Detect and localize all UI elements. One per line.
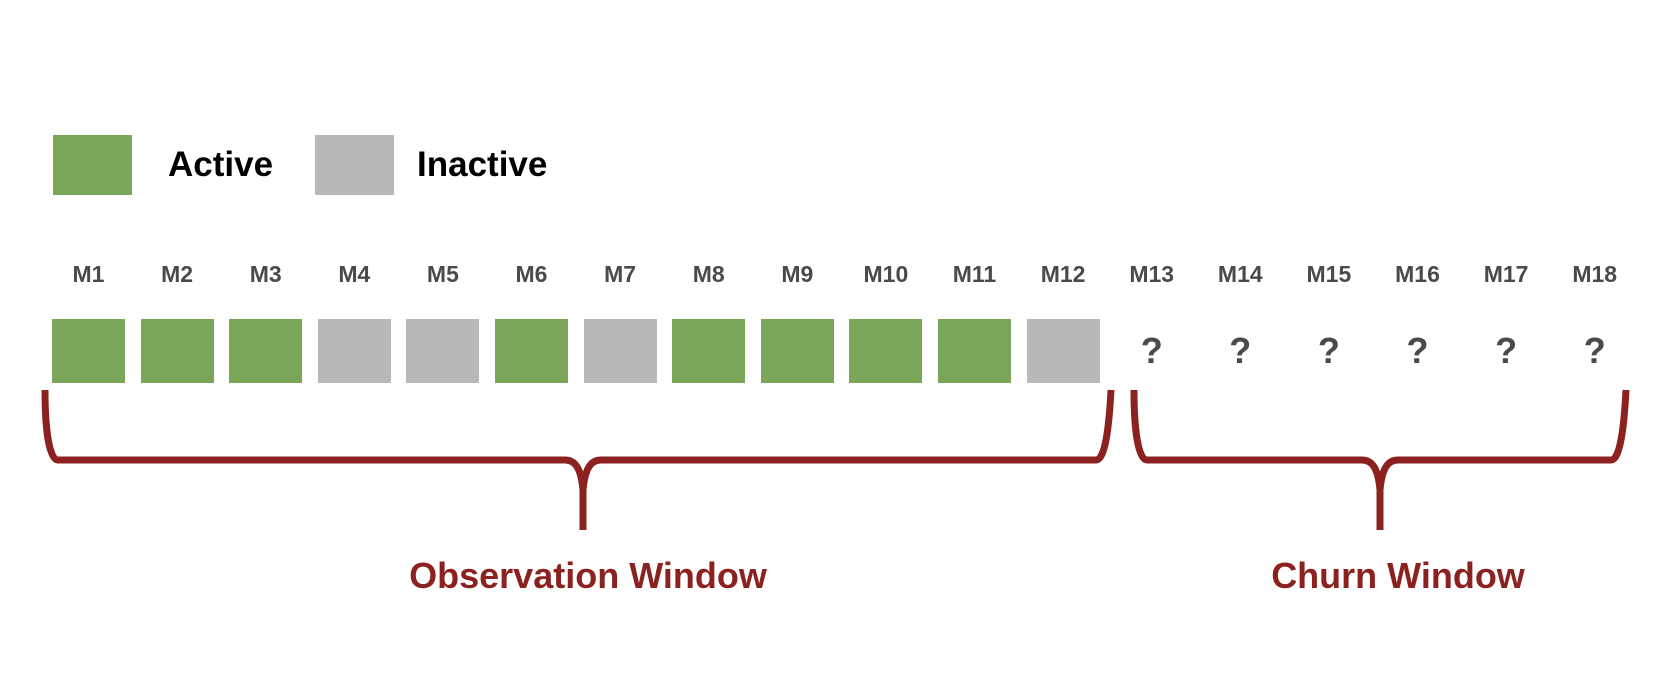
month-box-m2-active	[140, 319, 214, 383]
month-label-m7: M7	[604, 261, 637, 287]
month-box-m9-active	[760, 319, 834, 383]
month-box-m8-active	[672, 319, 746, 383]
month-box-m6-active	[495, 319, 568, 383]
month-unknown-m15: ?	[1317, 330, 1340, 371]
month-unknown-m18: ?	[1583, 330, 1606, 371]
month-label-m11: M11	[952, 261, 997, 287]
month-box-m10-active	[849, 319, 923, 383]
month-label-m10: M10	[863, 261, 909, 287]
month-box-m5-inactive	[406, 319, 480, 383]
month-label-m15: M15	[1306, 261, 1352, 287]
month-label-m3: M3	[249, 261, 282, 287]
legend-inactive-swatch	[315, 135, 394, 195]
month-box-m12-inactive	[1026, 319, 1100, 383]
month-label-m5: M5	[426, 261, 459, 287]
month-box-m11-active	[938, 319, 1011, 383]
month-label-m16: M16	[1395, 261, 1440, 287]
month-label-m4: M4	[338, 261, 371, 287]
month-label-m6: M6	[515, 261, 548, 287]
month-unknown-m17: ?	[1495, 330, 1518, 371]
observation-window-bracket	[41, 389, 1115, 530]
month-box-m4-inactive	[317, 319, 391, 383]
legend-active-swatch	[53, 135, 132, 195]
observation-window-label: Observation Window	[409, 555, 767, 596]
month-box-m1-active	[52, 319, 125, 383]
month-unknown-m14: ?	[1229, 330, 1252, 371]
month-unknown-m13: ?	[1140, 330, 1163, 371]
churn-window-label: Churn Window	[1271, 555, 1525, 596]
month-label-m17: M17	[1483, 261, 1529, 287]
month-box-m3-active	[229, 319, 303, 383]
churn-window-bracket	[1130, 389, 1630, 530]
month-unknown-m16: ?	[1406, 330, 1429, 371]
month-label-m2: M2	[161, 261, 194, 287]
legend-active-label: Active	[168, 145, 274, 184]
legend-inactive-label: Inactive	[417, 145, 548, 184]
month-label-m9: M9	[781, 261, 814, 287]
month-label-m8: M8	[692, 261, 725, 287]
month-label-m13: M13	[1129, 261, 1175, 287]
month-label-m18: M18	[1572, 261, 1618, 287]
month-box-m7-inactive	[583, 319, 657, 383]
month-label-m12: M12	[1040, 261, 1086, 287]
month-label-m1: M1	[72, 261, 105, 287]
month-label-m14: M14	[1217, 261, 1263, 287]
